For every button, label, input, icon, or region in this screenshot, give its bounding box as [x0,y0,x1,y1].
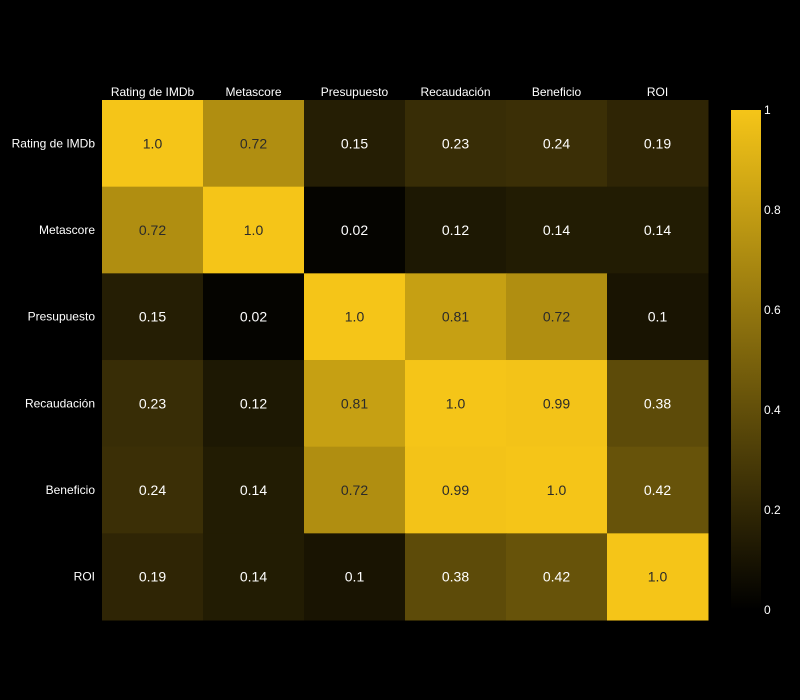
heatmap-cell-value: 0.1 [648,309,668,325]
heatmap-cell-value: 0.15 [139,309,166,325]
colorbar-tick-labels: 0 0.2 0.4 0.6 0.8 1 [764,103,781,617]
y-axis-tick-labels: Rating de IMDb Metascore Presupuesto Recaud… [12,136,96,583]
y-tick-label: Presupuesto [28,310,96,324]
heatmap-cell [405,273,507,361]
heatmap-cell [304,360,406,448]
heatmap-cell-value: 0.14 [644,222,671,238]
heatmap-cell-value: 0.12 [442,222,469,238]
heatmap-cell [405,533,507,621]
x-tick-label: Metascore [225,85,281,99]
heatmap-cell-value: 0.72 [139,222,166,238]
heatmap-cell [203,533,305,621]
heatmap-cell-value: 0.72 [341,482,368,498]
heatmap-cell [203,273,305,361]
heatmap-cell-value: 0.02 [341,222,368,238]
heatmap-cell [203,100,305,188]
heatmap-cell [102,360,204,448]
heatmap-cell [607,360,709,448]
x-tick-label: Beneficio [532,85,582,99]
heatmap-cell-value: 0.02 [240,309,267,325]
heatmap-cell-value: 0.81 [341,395,368,411]
heatmap-cell [405,186,507,274]
heatmap-cell [102,100,204,188]
heatmap-cell [102,533,204,621]
heatmap-cell-value: 1.0 [648,569,668,585]
heatmap-cell [102,273,204,361]
heatmap-cell [607,100,709,188]
heatmap-cell-value: 1.0 [345,309,365,325]
x-tick-label: Recaudación [420,85,490,99]
heatmap-cell-value: 0.38 [644,395,671,411]
colorbar [731,110,761,610]
heatmap-cell-value: 0.24 [139,482,166,498]
heatmap-cell [102,446,204,534]
heatmap-cell [506,186,608,274]
heatmap-cell [506,533,608,621]
x-tick-label: ROI [647,85,668,99]
heatmap-cell [405,360,507,448]
colorbar-tick-label: 0.4 [764,403,781,417]
heatmap-cell [607,446,709,534]
heatmap-cell-value: 0.42 [644,482,671,498]
x-axis-tick-labels: Rating de IMDb Metascore Presupuesto Recaud… [111,85,668,99]
heatmap-cell [405,446,507,534]
y-tick-label: Rating de IMDb [12,136,96,150]
colorbar-tick-label: 0 [764,603,771,617]
heatmap-cell-value: 0.14 [543,222,570,238]
heatmap-cell [304,533,406,621]
y-tick-label: Beneficio [46,483,96,497]
heatmap-cell-value: 1.0 [446,395,466,411]
heatmap-cell [506,360,608,448]
x-tick-label: Presupuesto [321,85,389,99]
heatmap-cell-value: 0.14 [240,482,267,498]
heatmap-cell-value: 0.99 [543,395,570,411]
heatmap-cell-value: 0.23 [139,395,166,411]
heatmap-cell-value: 1.0 [547,482,567,498]
heatmap-cell [304,273,406,361]
heatmap-cell-value: 0.72 [240,135,267,151]
heatmap-cell-value: 0.99 [442,482,469,498]
heatmap-cell-value: 0.72 [543,309,570,325]
heatmap-cell-value: 0.12 [240,395,267,411]
heatmap-cell [203,360,305,448]
y-tick-label: ROI [74,570,95,584]
heatmap-cell [607,533,709,621]
heatmap-cell [405,100,507,188]
heatmap-cell-value: 0.23 [442,135,469,151]
heatmap-cell-value: 0.42 [543,569,570,585]
heatmap-cell [506,100,608,188]
y-tick-label: Recaudación [25,396,95,410]
heatmap-cell [304,446,406,534]
heatmap-cell [102,186,204,274]
heatmap-cell-value: 0.19 [644,135,671,151]
heatmap-cell-value: 0.24 [543,135,570,151]
heatmap-cell-value: 0.14 [240,569,267,585]
heatmap-cell-value: 0.19 [139,569,166,585]
heatmap-cells [102,100,709,621]
x-tick-label: Rating de IMDb [111,85,195,99]
heatmap-cell-value: 0.15 [341,135,368,151]
heatmap-cell [203,446,305,534]
heatmap-cell-value: 0.81 [442,309,469,325]
heatmap-cell [506,273,608,361]
colorbar-tick-label: 1 [764,103,771,117]
heatmap-cell-labels: 1.0 0.72 0.15 0.23 0.24 0.19 0.72 1.0 0.02 0.12 0.… [139,135,671,584]
colorbar-tick-label: 0.6 [764,303,781,317]
heatmap-cell [304,186,406,274]
colorbar-tick-label: 0.8 [764,203,781,217]
heatmap-cell-value: 0.1 [345,569,365,585]
heatmap-cell [506,446,608,534]
heatmap-cell [607,186,709,274]
heatmap-cell-value: 0.38 [442,569,469,585]
colorbar-tick-label: 0.2 [764,503,781,517]
y-tick-label: Metascore [39,223,95,237]
heatmap-cell-value: 1.0 [143,135,163,151]
heatmap-cell-value: 1.0 [244,222,264,238]
heatmap-cell [203,186,305,274]
heatmap-cell [607,273,709,361]
heatmap-cell [304,100,406,188]
